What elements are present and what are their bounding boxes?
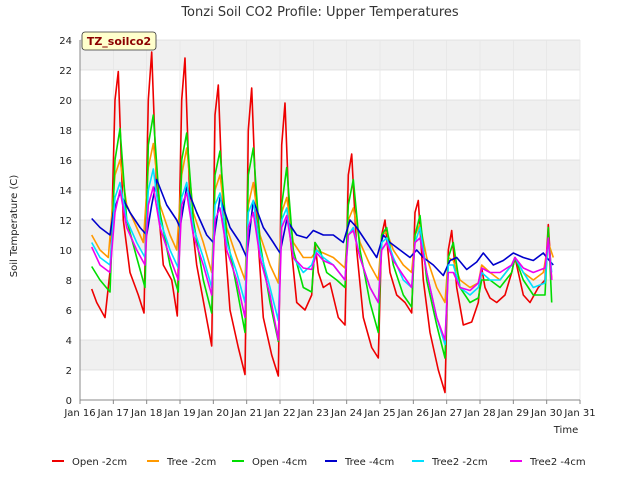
axes xyxy=(79,40,580,401)
y-tick-label: 8 xyxy=(66,276,72,287)
site-tag: TZ_soilco2 xyxy=(81,31,157,51)
legend-label: Tree2 -2cm xyxy=(431,457,488,468)
legend-label: Tree -2cm xyxy=(166,457,216,468)
x-tick-label: Jan 19 xyxy=(163,408,195,419)
plot-band xyxy=(80,100,580,130)
legend-label: Tree -4cm xyxy=(344,457,394,468)
series-lines xyxy=(90,51,555,394)
plot-band xyxy=(80,40,580,70)
y-tick-label: 10 xyxy=(59,246,72,257)
y-tick-label: 2 xyxy=(66,366,72,377)
x-tick-label: Jan 20 xyxy=(197,408,229,419)
y-tick-label: 24 xyxy=(59,36,72,47)
x-tick-label: Jan 25 xyxy=(363,408,395,419)
plot-band xyxy=(80,340,580,370)
x-tick-label: Jan 18 xyxy=(130,408,162,419)
plot-band xyxy=(80,130,580,160)
y-tick-label: 12 xyxy=(59,216,72,227)
legend: Open -2cm Tree -2cm Open -4cm Tree -4cm Tree… xyxy=(52,457,586,468)
plot-band xyxy=(80,370,580,400)
x-tick-label: Jan 16 xyxy=(63,408,95,419)
legend-label: Open -4cm xyxy=(252,457,307,468)
y-tick-label: 20 xyxy=(59,96,72,107)
x-tick-label: Jan 31 xyxy=(563,408,595,419)
y-tick-label: 4 xyxy=(66,336,72,347)
x-tick-label: Jan 28 xyxy=(463,408,495,419)
y-tick-label: 6 xyxy=(66,306,72,317)
x-tick-label: Jan 27 xyxy=(430,408,462,419)
y-tick-label: 14 xyxy=(59,186,72,197)
chart-title: Tonzi Soil CO2 Profile: Upper Temperatur… xyxy=(180,5,459,20)
x-tick-label: Jan 21 xyxy=(230,408,262,419)
plot-band xyxy=(80,310,580,340)
x-tick-label: Jan 29 xyxy=(497,408,529,419)
x-tick-label: Jan 22 xyxy=(263,408,295,419)
series-line-3 xyxy=(91,114,553,359)
site-tag-label: TZ_soilco2 xyxy=(87,35,151,48)
x-axis-label: Time xyxy=(553,425,578,436)
x-tick-label: Jan 30 xyxy=(530,408,562,419)
y-tick-label: 18 xyxy=(59,126,72,137)
y-tick-label: 0 xyxy=(66,396,72,407)
legend-label: Tree2 -4cm xyxy=(529,457,586,468)
series-line-6 xyxy=(90,186,553,341)
y-tick-label: 16 xyxy=(59,156,72,167)
y-tick-label: 22 xyxy=(59,66,72,77)
x-tick-label: Jan 23 xyxy=(297,408,329,419)
series-line-4 xyxy=(91,178,554,277)
series-line-5 xyxy=(91,168,553,346)
x-tick-label: Jan 26 xyxy=(397,408,429,419)
y-axis-label: Soil Temperature (C) xyxy=(9,175,20,278)
legend-label: Open -2cm xyxy=(72,457,127,468)
plot-band xyxy=(80,160,580,190)
plot-band xyxy=(80,70,580,100)
site-tag-box xyxy=(81,31,157,51)
x-tick-label: Jan 24 xyxy=(330,408,362,419)
x-tick-label: Jan 17 xyxy=(97,408,129,419)
